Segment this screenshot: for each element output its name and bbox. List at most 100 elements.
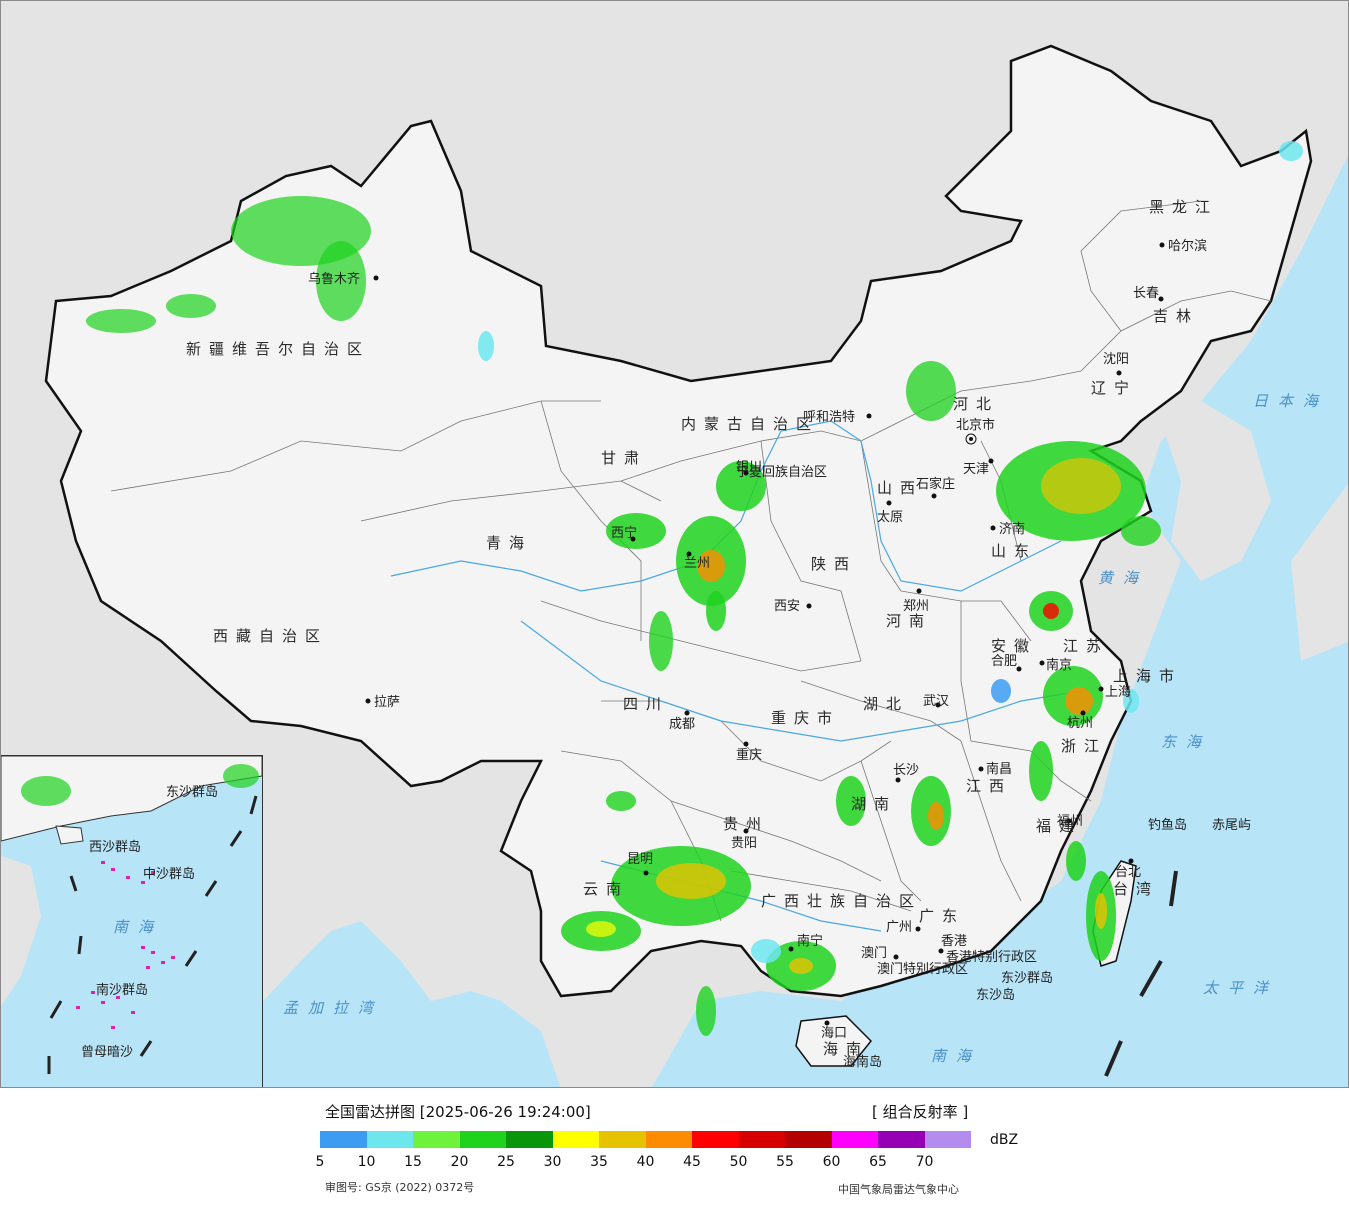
color-scale xyxy=(320,1131,971,1148)
city-nanchang: 南昌 xyxy=(986,761,1012,777)
hainan-island xyxy=(795,1015,873,1067)
city-chengdu: 成都 xyxy=(669,717,695,732)
inset-label-southsea: 南海 xyxy=(113,918,163,936)
label-xinjiang: 新疆维吾尔自治区 xyxy=(186,340,370,358)
japan-land xyxy=(1291,483,1348,661)
city-guangzhou: 广州 xyxy=(886,920,912,935)
label-jiangxi: 江西 xyxy=(966,777,1012,795)
scale-swatch xyxy=(459,1131,506,1148)
inset-label-xisha: 西沙群岛 xyxy=(89,839,141,855)
city-guiyang: 贵阳 xyxy=(731,836,757,851)
city-shanghai: 上海 xyxy=(1105,685,1131,700)
province-labels: 新疆维吾尔自治区 西藏自治区 青海 甘肃 内蒙古自治区 黑龙江 吉林 辽宁 河北… xyxy=(186,198,1218,1058)
radar-map[interactable]: 新疆维吾尔自治区 西藏自治区 青海 甘肃 内蒙古自治区 黑龙江 吉林 辽宁 河北… xyxy=(0,0,1349,1088)
scale-swatch xyxy=(924,1131,971,1148)
city-zhengzhou: 郑州 xyxy=(903,599,929,614)
city-taiyuan: 太原 xyxy=(877,510,903,525)
label-hainan: 海南 xyxy=(823,1040,869,1058)
scale-swatch xyxy=(738,1131,785,1148)
scale-swatch xyxy=(878,1131,925,1148)
label-macau-sar: 澳门特别行政区 xyxy=(877,961,968,977)
label-heilongjiang: 黑龙江 xyxy=(1149,198,1218,216)
city-nanjing: 南京 xyxy=(1046,657,1072,673)
scale-tick-label: 60 xyxy=(822,1154,841,1170)
ocean-area xyxy=(652,155,1348,1087)
scale-tick-label: 5 xyxy=(315,1154,325,1170)
label-henan: 河南 xyxy=(886,612,932,630)
island-labels: 钓鱼岛 赤尾屿 东沙群岛 东沙岛 海南岛 xyxy=(843,817,1251,1070)
scale-tick-label: 15 xyxy=(404,1154,422,1170)
scale-tick-label: 20 xyxy=(450,1154,469,1170)
city-wuhan: 武汉 xyxy=(923,694,949,709)
sea-pacific: 太平洋 xyxy=(1203,979,1278,997)
scale-swatch xyxy=(552,1131,599,1148)
city-kunming: 昆明 xyxy=(627,852,653,867)
city-harbin: 哈尔滨 xyxy=(1168,238,1207,254)
label-shanxi: 山西 xyxy=(877,479,923,497)
label-gansu: 甘肃 xyxy=(601,449,647,467)
label-jilin: 吉林 xyxy=(1153,307,1199,325)
label-guangxi: 广西壮族自治区 xyxy=(761,892,922,910)
island-diaoyu: 钓鱼岛 xyxy=(1148,817,1187,833)
city-changsha: 长沙 xyxy=(893,763,919,778)
inset-label-nansha: 南沙群岛 xyxy=(96,982,148,998)
city-labels: 乌鲁木齐 拉萨 西宁 兰州 银川 呼和浩特 北京市 天津 石家庄 太原 西安 郑… xyxy=(308,238,1207,1041)
legend-product: [ 组合反射率 ] xyxy=(872,1103,969,1121)
scale-swatch xyxy=(366,1131,413,1148)
city-urumqi: 乌鲁木齐 xyxy=(308,271,360,287)
korea-land xyxy=(1161,401,1271,581)
city-fuzhou: 福州 xyxy=(1057,814,1083,829)
radar-echoes xyxy=(86,141,1303,1036)
scale-swatch xyxy=(645,1131,692,1148)
sea-east: 东海 xyxy=(1161,733,1211,751)
label-hubei: 湖北 xyxy=(863,695,909,713)
scale-tick-label: 25 xyxy=(497,1154,515,1170)
city-yinchuan: 银川 xyxy=(736,460,762,475)
city-taipei: 台北 xyxy=(1115,865,1141,880)
organization-name: 中国气象局雷达气象中心 xyxy=(838,1183,959,1196)
label-xizang: 西藏自治区 xyxy=(213,627,328,645)
label-shandong: 山东 xyxy=(991,542,1037,560)
inset-canvas: 东沙群岛 西沙群岛 中沙群岛 南沙群岛 南海 曾母暗沙 xyxy=(1,756,262,1074)
label-shaanxi: 陕西 xyxy=(811,555,857,573)
scale-tick-label: 10 xyxy=(357,1154,376,1170)
label-hebei: 河北 xyxy=(953,395,999,413)
city-hefei: 合肥 xyxy=(991,654,1017,669)
city-xining: 西宁 xyxy=(611,525,637,541)
scale-tick-label: 45 xyxy=(683,1154,701,1170)
legend-title: 全国雷达拼图 [2025-06-26 19:24:00] xyxy=(325,1103,591,1121)
label-neimenggu: 内蒙古自治区 xyxy=(681,415,819,433)
sea-bengal: 孟加拉湾 xyxy=(283,999,383,1017)
city-xian: 西安 xyxy=(774,599,800,614)
scale-tick-label: 70 xyxy=(915,1154,934,1170)
city-hangzhou: 杭州 xyxy=(1067,716,1093,731)
city-nanning: 南宁 xyxy=(797,933,823,949)
scale-ticks: 5 10 15 20 25 30 35 40 45 50 55 60 65 70 xyxy=(298,1154,958,1172)
sea-yellow: 黄海 xyxy=(1098,569,1148,587)
sea-south: 南海 xyxy=(931,1047,981,1065)
approval-number: 审图号: GS京 (2022) 0372号 xyxy=(325,1181,475,1194)
city-tianjin: 天津 xyxy=(963,462,989,477)
label-liaoning: 辽宁 xyxy=(1091,379,1137,397)
legend-panel: 全国雷达拼图 [2025-06-26 19:24:00] [ 组合反射率 ] 5… xyxy=(0,1088,1349,1208)
scale-tick-label: 35 xyxy=(590,1154,608,1170)
city-shijiazhuang: 石家庄 xyxy=(916,476,955,492)
sea-japan: 日本海 xyxy=(1253,392,1328,410)
label-ningxia: 宁夏回族自治区 xyxy=(736,464,827,480)
label-shanghai: 上海市 xyxy=(1113,667,1182,685)
city-macau: 澳门 xyxy=(861,945,887,961)
label-anhui: 安徽 xyxy=(991,637,1037,655)
label-jiangsu: 江苏 xyxy=(1063,637,1109,655)
city-shenyang: 沈阳 xyxy=(1103,352,1129,367)
scale-swatch xyxy=(599,1131,646,1148)
scale-tick-label: 65 xyxy=(869,1154,887,1170)
label-yunnan: 云南 xyxy=(583,880,629,898)
scale-swatch xyxy=(692,1131,739,1148)
label-qinghai: 青海 xyxy=(486,534,532,552)
city-chongqing: 重庆 xyxy=(736,747,762,763)
label-guizhou: 贵州 xyxy=(723,815,769,833)
scale-tick-label: 40 xyxy=(636,1154,655,1170)
south-china-sea-inset: 东沙群岛 西沙群岛 中沙群岛 南沙群岛 南海 曾母暗沙 xyxy=(1,755,263,1087)
scale-tick-label: 30 xyxy=(543,1154,562,1170)
city-hongkong: 香港 xyxy=(941,934,967,949)
